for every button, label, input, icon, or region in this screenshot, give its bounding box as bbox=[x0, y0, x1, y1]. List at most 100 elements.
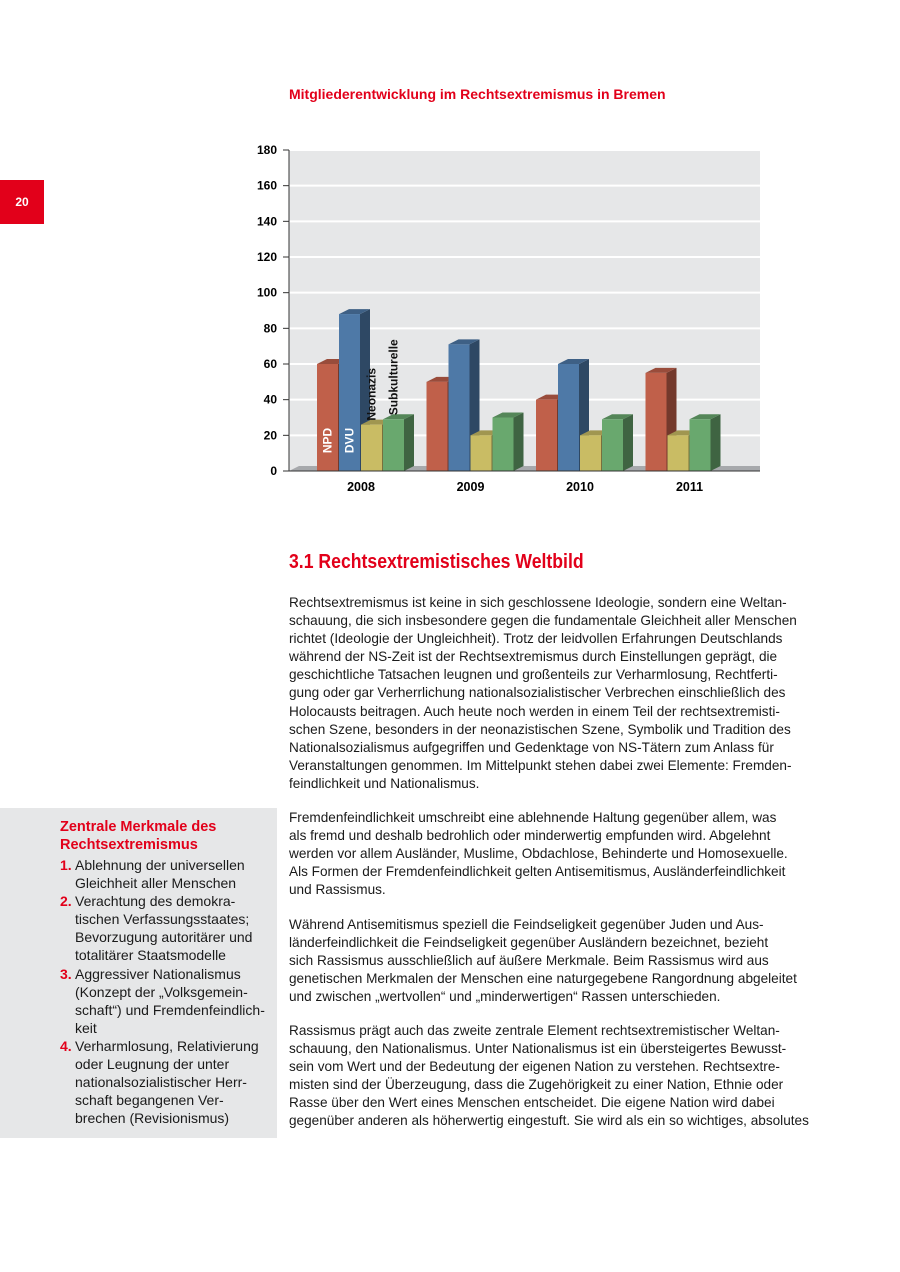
bar-neonazis-2010 bbox=[580, 435, 601, 471]
bar-side bbox=[710, 414, 721, 471]
y-tick-label: 120 bbox=[257, 250, 277, 264]
list-item-line: totalitärer Staatsmodelle bbox=[75, 947, 226, 964]
list-item-line: Verachtung des demokra- bbox=[75, 893, 236, 910]
list-item-line: (Konzept der „Volksgemein- bbox=[75, 983, 248, 1000]
sidebar-title-line: Zentrale Merkmale des bbox=[60, 819, 217, 835]
list-item-line: Bevorzugung autoritärer und bbox=[75, 929, 253, 946]
chart-title: Mitgliederentwicklung im Rechtsextremism… bbox=[289, 86, 666, 102]
bar-subkulturelle-2009 bbox=[492, 417, 514, 471]
sidebar-list-item: 1. Ablehnung der universellen Gleichheit a… bbox=[60, 856, 265, 892]
bar-npd-2010 bbox=[536, 399, 557, 471]
sidebar-box: Zentrale Merkmale des Rechtsextremismus 1… bbox=[0, 808, 277, 1138]
list-item-line: nationalsozialistischer Herr- bbox=[75, 1074, 247, 1091]
text-line: Nationalsozialismus aufgegriffen und Ged… bbox=[289, 739, 774, 755]
section-heading: 3.1 Rechtsextremistisches Weltbild bbox=[289, 550, 584, 573]
bar-top bbox=[383, 414, 414, 420]
text-line: Während Antisemitismus speziell die Fein… bbox=[289, 916, 764, 932]
text-line: sein vom Wert und der Bedeutung der eige… bbox=[289, 1059, 780, 1075]
sidebar-list-item: 4. Verharmlosung, Relativierung oder Leugn… bbox=[60, 1037, 265, 1127]
bar-neonazis-2011 bbox=[667, 435, 689, 471]
text-line: als fremd und deshalb bedrohlich oder mi… bbox=[289, 828, 771, 844]
bar-top bbox=[448, 339, 480, 345]
bar-chart: 0 20 40 60 80 100 120 140 160 180 2008 2009 2010 2011… bbox=[257, 143, 760, 494]
y-tick-label: 60 bbox=[264, 357, 278, 371]
y-tick-label: 160 bbox=[257, 179, 277, 193]
series-label: NPD bbox=[321, 427, 335, 453]
bar-npd-2008 bbox=[317, 364, 338, 471]
y-tick-label: 20 bbox=[264, 428, 278, 442]
bar-side bbox=[404, 414, 414, 471]
sidebar-list-item: 2. Verachtung des demokra-tischen Verfass… bbox=[60, 892, 265, 964]
list-item-line: oder Leugnung der unter bbox=[75, 1056, 230, 1073]
text-line: schen Szene, besonders in der neonazisti… bbox=[289, 721, 791, 737]
text-line: gung oder gar Verherrlichung nationalsoz… bbox=[289, 685, 786, 701]
paragraph: Rechtsextremismus ist keine in sich gesc… bbox=[289, 594, 849, 793]
series-label: Subkulturelle bbox=[387, 339, 401, 415]
x-tick-label: 2009 bbox=[457, 480, 485, 494]
bar-dvu-2009 bbox=[448, 344, 470, 471]
list-number: 4. bbox=[60, 1037, 72, 1054]
bar-top bbox=[689, 414, 721, 420]
text-line: sich Rassismus ausschließlich auf äußere… bbox=[289, 952, 769, 968]
list-item-line: Aggressiver Nationalismus bbox=[75, 965, 241, 982]
text-line: feindlichkeit und Nationalismus. bbox=[289, 775, 480, 791]
x-tick-label: 2011 bbox=[676, 480, 703, 494]
bar-top bbox=[492, 412, 524, 418]
y-tick-label: 80 bbox=[264, 321, 278, 335]
y-tick-label: 40 bbox=[264, 393, 278, 407]
text-line: Rassismus prägt auch das zweite zentrale… bbox=[289, 1022, 780, 1038]
list-item-line: schaft“) und Fremdenfeindlich- bbox=[75, 1001, 265, 1018]
bar-top bbox=[339, 309, 370, 315]
bar-neonazis-2008 bbox=[361, 424, 382, 471]
text-line: und zwischen „wertvollen“ und „minderwer… bbox=[289, 988, 721, 1004]
bar-neonazis-2009 bbox=[470, 435, 492, 471]
list-item-line: schaft begangenen Ver- bbox=[75, 1092, 224, 1109]
list-number: 1. bbox=[60, 857, 72, 873]
text-line: schauung, die sich insbesondere gegen di… bbox=[289, 613, 797, 629]
bar-side bbox=[623, 414, 633, 471]
text-line: und Rassismus. bbox=[289, 882, 386, 898]
y-tick-label: 0 bbox=[270, 464, 277, 478]
sidebar-list: 1. Ablehnung der universellen Gleichheit a… bbox=[60, 856, 265, 1127]
text-line: schauung, den Nationalismus. Unter Natio… bbox=[289, 1041, 787, 1057]
paragraph: Während Antisemitismus speziell die Fein… bbox=[289, 916, 849, 1006]
sidebar-title-line: Rechtsextremismus bbox=[60, 837, 198, 853]
list-number: 3. bbox=[60, 965, 72, 982]
text-line: Rechtsextremismus ist keine in sich gesc… bbox=[289, 595, 787, 610]
series-label: DVU bbox=[343, 428, 357, 453]
list-item-line: Ablehnung der universellen bbox=[75, 857, 245, 873]
paragraph: Fremdenfeindlichkeit umschreibt eine abl… bbox=[289, 809, 849, 899]
y-tick-label: 180 bbox=[257, 143, 277, 157]
text-line: Rasse über den Wert eines Menschen entsc… bbox=[289, 1095, 775, 1111]
bar-dvu-2010 bbox=[558, 364, 579, 471]
x-tick-label: 2008 bbox=[347, 480, 375, 494]
text-line: genetischen Merkmalen der Menschen eine … bbox=[289, 970, 797, 986]
text-line: gegenüber anderen als höherwertig einges… bbox=[289, 1113, 809, 1129]
y-tick-label: 100 bbox=[257, 286, 277, 300]
text-line: misten sind der Überzeugung, dass die Zu… bbox=[289, 1077, 784, 1093]
text-line: werden vor allem Ausländer, Muslime, Obd… bbox=[289, 846, 788, 862]
list-item-line: keit bbox=[75, 1019, 97, 1036]
bar-subkulturelle-2011 bbox=[689, 419, 711, 471]
sidebar-title: Zentrale Merkmale des Rechtsextremismus bbox=[60, 818, 216, 854]
text-line: Veranstaltungen genommen. Im Mittelpunkt… bbox=[289, 757, 792, 773]
bar-top bbox=[645, 367, 677, 373]
text-line: Holocausts beitragen. Auch heute noch we… bbox=[289, 703, 780, 719]
bar-side bbox=[513, 412, 524, 471]
text-line: Fremdenfeindlichkeit umschreibt eine abl… bbox=[289, 810, 777, 826]
text-line: während der NS-Zeit ist der Rechtsextrem… bbox=[289, 649, 778, 665]
body-text: Rechtsextremismus ist keine in sich gesc… bbox=[289, 594, 849, 1147]
bar-npd-2009 bbox=[426, 381, 448, 471]
paragraph: Rassismus prägt auch das zweite zentrale… bbox=[289, 1022, 849, 1131]
text-line: geschichtliche Tatsachen leugnen und gro… bbox=[289, 667, 778, 683]
list-item-line: Gleichheit aller Menschen bbox=[75, 875, 237, 892]
page-number: 20 bbox=[0, 180, 44, 224]
text-line: länderfeindlichkeit die Feindseligkeit g… bbox=[289, 934, 769, 950]
sidebar-list-item: 3. Aggressiver Nationalismus (Konzept der … bbox=[60, 965, 265, 1037]
bar-npd-2011 bbox=[645, 372, 667, 471]
y-tick-label: 140 bbox=[257, 214, 277, 228]
x-tick-label: 2010 bbox=[566, 480, 594, 494]
text-line: richtet (Ideologie der Ungleichheit). Tr… bbox=[289, 631, 783, 647]
text-line: Als Formen der Fremdenfeindlichkeit gelt… bbox=[289, 864, 786, 880]
